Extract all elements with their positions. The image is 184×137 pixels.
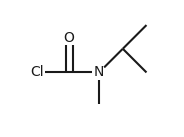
Text: N: N — [94, 65, 104, 79]
Text: Cl: Cl — [31, 65, 44, 79]
Text: O: O — [64, 31, 75, 45]
